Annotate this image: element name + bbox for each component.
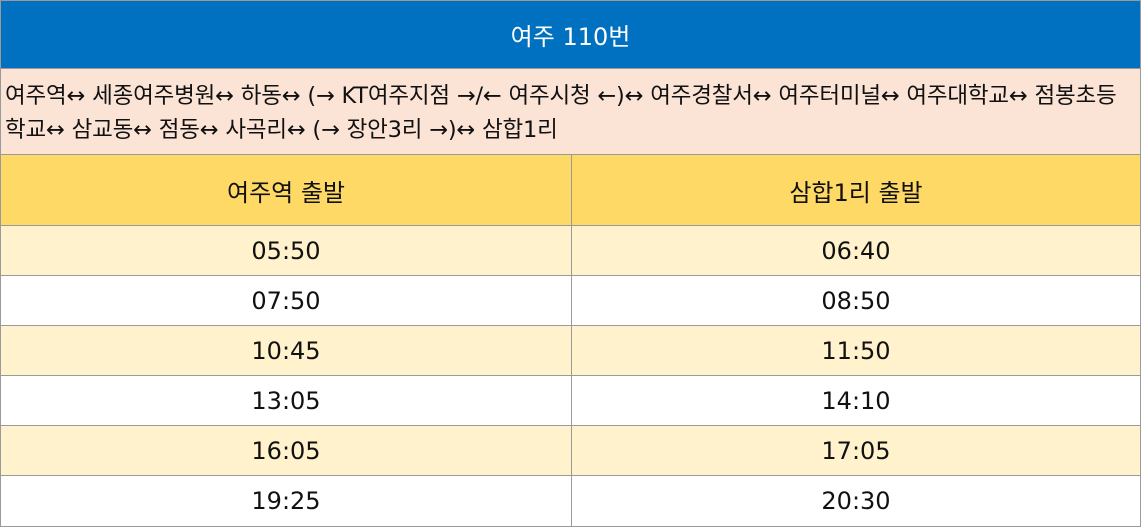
departure-time-cell: 17:05 bbox=[821, 436, 891, 465]
table-row: 10:45 11:50 bbox=[1, 326, 1140, 376]
departure-time-cell: 08:50 bbox=[821, 286, 891, 315]
table-row: 19:25 20:30 bbox=[1, 476, 1140, 526]
departure-time-cell: 13:05 bbox=[1, 376, 572, 425]
timetable-title: 여주 110번 bbox=[1, 1, 1140, 69]
table-row: 07:50 08:50 bbox=[1, 276, 1140, 326]
departure-time-cell: 10:45 bbox=[1, 326, 572, 375]
table-row: 05:50 06:40 bbox=[1, 226, 1140, 276]
column-header-departure-yeoju-station: 여주역 출발 bbox=[1, 155, 572, 225]
departure-time-cell: 14:10 bbox=[821, 386, 891, 415]
departure-time-cell: 11:50 bbox=[821, 336, 891, 365]
departure-time-cell: 19:25 bbox=[1, 476, 572, 526]
column-header-departure-samhap: 삼합1리 출발 bbox=[789, 178, 923, 207]
departure-time-cell: 20:30 bbox=[821, 487, 891, 515]
table-row: 13:05 14:10 bbox=[1, 376, 1140, 426]
table-header-row: 여주역 출발 삼합1리 출발 bbox=[1, 155, 1140, 226]
departure-time-cell: 05:50 bbox=[1, 226, 572, 275]
route-description: 여주역↔ 세종여주병원↔ 하동↔ (→ KT여주지점 →/← 여주시청 ←)↔ … bbox=[1, 69, 1140, 155]
departure-time-cell: 07:50 bbox=[1, 276, 572, 325]
departure-time-cell: 16:05 bbox=[1, 426, 572, 475]
table-row: 16:05 17:05 bbox=[1, 426, 1140, 476]
departure-time-cell: 06:40 bbox=[821, 236, 891, 265]
